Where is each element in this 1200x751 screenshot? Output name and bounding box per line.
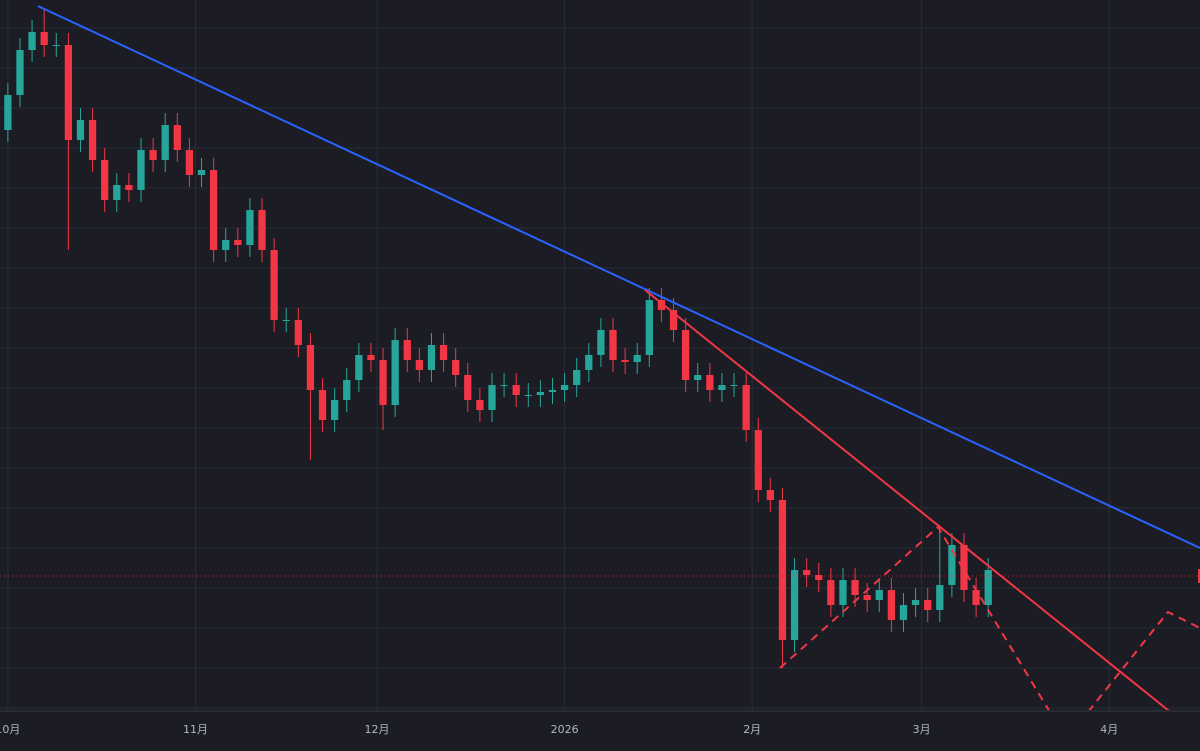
candle-body <box>911 600 920 605</box>
candle-body <box>512 385 520 395</box>
candle-body <box>681 330 690 380</box>
candle-body <box>803 570 811 575</box>
candle-body <box>355 355 363 380</box>
candle-body <box>464 375 472 400</box>
candle-body <box>113 185 121 200</box>
candle-body <box>246 210 254 245</box>
candle-body <box>343 380 351 400</box>
candle-body <box>718 385 726 390</box>
candle-body <box>645 300 653 355</box>
candle-body <box>452 360 460 375</box>
candle-body <box>524 395 532 396</box>
candle-body <box>282 320 290 321</box>
candle-body <box>839 580 847 605</box>
candle-body <box>548 390 557 392</box>
candle-body <box>766 490 774 500</box>
candle-body <box>149 150 157 160</box>
candle-body <box>694 375 702 380</box>
grid <box>0 0 1200 710</box>
candle-body <box>488 385 496 410</box>
candle-body <box>827 580 835 605</box>
candle-body <box>331 400 339 420</box>
candle-body <box>258 210 266 250</box>
candle-body <box>161 125 169 160</box>
candle-body <box>669 310 678 330</box>
candle-body <box>875 590 883 600</box>
candle-body <box>948 545 956 585</box>
candle-body <box>500 385 508 386</box>
candle-body <box>778 500 787 640</box>
candle-body <box>270 250 278 320</box>
candle-body <box>476 400 484 410</box>
candle-body <box>887 590 896 620</box>
candle-body <box>863 595 871 600</box>
candle-body <box>76 120 85 140</box>
candle-body <box>306 345 315 390</box>
candle-body <box>209 170 218 250</box>
candle-body <box>427 345 436 370</box>
candle-body <box>560 385 569 390</box>
candle-body <box>754 430 762 490</box>
candle-body <box>318 390 327 420</box>
x-tick-label: 3月 <box>913 723 931 736</box>
candle-body <box>367 355 375 360</box>
candle-body <box>609 330 617 360</box>
candle-body <box>379 360 387 405</box>
candle-body <box>730 385 738 386</box>
last-price-marker <box>1198 569 1200 583</box>
candle-body <box>972 590 980 605</box>
candle-body <box>851 580 859 595</box>
candle-body <box>222 240 230 250</box>
candle-body <box>137 150 145 190</box>
candle-body <box>28 32 36 50</box>
candle-body <box>64 45 73 140</box>
candle-body <box>924 600 932 610</box>
candle-body <box>899 605 908 620</box>
candle-body <box>294 320 302 345</box>
candle-body <box>415 360 423 370</box>
candle-body <box>984 570 992 605</box>
trend-line <box>37 5 1200 549</box>
candle-body <box>173 125 181 150</box>
candle-body <box>536 392 545 395</box>
x-tick-label: 2026 <box>551 723 579 736</box>
x-tick-label: 2月 <box>743 723 761 736</box>
candle-body <box>88 120 97 160</box>
candle-body <box>403 340 411 360</box>
trend-line <box>779 525 1200 710</box>
candle-body <box>125 185 133 190</box>
candle-body <box>234 240 242 245</box>
candle-body <box>815 575 823 580</box>
candle-body <box>960 545 968 590</box>
candle-body <box>936 585 944 610</box>
candle-body <box>4 95 12 130</box>
candle-body <box>197 170 206 175</box>
candle-body <box>597 330 605 355</box>
x-tick-label: 12月 <box>365 723 390 736</box>
x-axis: 10月 11月 12月 2026 2月 3月 4月 <box>0 723 1118 736</box>
x-tick-label: 11月 <box>183 723 208 736</box>
candle-body <box>185 150 194 175</box>
candle-body <box>657 300 666 310</box>
candle-body <box>439 345 448 360</box>
plot-area <box>0 5 1200 710</box>
candle-body <box>101 160 109 200</box>
candle-body <box>16 50 24 95</box>
candle-body <box>585 355 593 370</box>
candle-body <box>573 370 581 385</box>
candle-body <box>633 355 641 362</box>
candle-body <box>621 360 629 362</box>
candle-body <box>742 385 750 430</box>
candle-body <box>790 570 799 640</box>
candle-body <box>52 45 60 46</box>
candle-body <box>40 32 48 45</box>
x-tick-label: 10月 <box>0 723 20 736</box>
candle-body <box>391 340 399 405</box>
x-tick-label: 4月 <box>1100 723 1118 736</box>
trend-line <box>644 289 1170 710</box>
candle-body <box>706 375 714 390</box>
